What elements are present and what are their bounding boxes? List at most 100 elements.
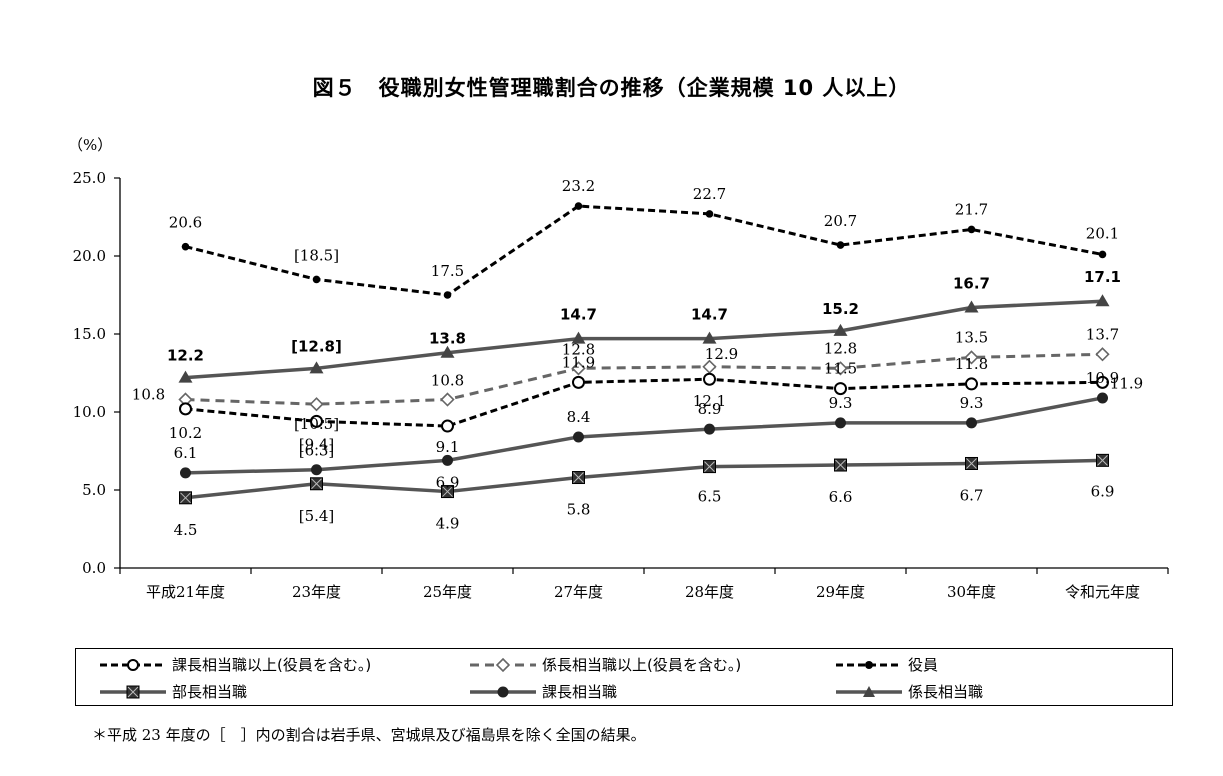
data-label: [5.4] [299,507,335,525]
data-point [178,370,193,383]
legend-item: 係長相当職 [834,681,983,702]
data-label: [12.8] [291,337,342,355]
data-label: 13.5 [955,328,988,346]
legend-label: 部長相当職 [172,683,248,701]
data-label: 8.4 [567,408,591,426]
data-point [571,361,586,376]
data-label: 4.5 [174,521,198,539]
data-label: 9.3 [829,394,853,412]
data-point [440,392,455,407]
data-point [310,414,323,428]
series-line [185,352,1103,406]
data-point-mark [704,461,715,472]
data-label: 6.9 [1091,482,1115,500]
data-label: 6.1 [174,444,198,462]
legend-item: 部長相当職 [98,681,247,702]
data-point [309,361,324,374]
x-tick-label: 平成21年度 [146,583,225,601]
data-point [835,417,846,429]
data-point [705,210,714,218]
data-label: 10.9 [1086,369,1119,387]
data-point [573,431,584,443]
legend-swatch [836,660,902,669]
data-label: 12.2 [167,347,204,365]
data-label: [10.5] [294,415,339,433]
data-label: 11.8 [955,355,988,373]
data-label: [6.3] [299,442,335,460]
y-tick-label: 20.0 [73,247,106,265]
x-tick-label: 30年度 [947,583,996,601]
legend-label: 係長相当職 [908,683,984,701]
data-label: 8.9 [698,400,722,418]
data-point [311,464,322,476]
legend-item: 係長相当職以上(役員を含む。) [468,654,741,675]
footnote: ＊平成 23 年度の［ ］内の割合は岩手県、宮城県及び福島県を除く全国の結果。 [92,726,646,744]
data-label: 11.9 [562,353,595,371]
data-label: 6.5 [698,488,722,506]
data-label: 10.8 [132,386,165,404]
data-point [1096,375,1109,389]
data-label: 12.8 [824,339,857,357]
legend-label: 係長相当職以上(役員を含む。) [542,656,742,674]
data-point-mark [311,478,322,490]
data-label: 6.7 [960,486,984,504]
legend-item: 課長相当職以上(役員を含む。) [98,654,371,675]
data-label: 4.9 [436,515,460,533]
data-label: 21.7 [955,200,988,218]
data-point [312,275,321,284]
data-label: 22.7 [693,185,726,203]
data-point [571,331,586,344]
data-label: 12.9 [705,345,738,363]
x-tick-label: 23年度 [292,583,341,601]
data-point [964,300,979,313]
data-label: 23.2 [562,177,595,195]
legend-swatch [100,685,166,698]
y-axis-label: （%） [68,136,112,154]
x-tick-label: 28年度 [685,583,734,601]
data-label: 9.1 [436,438,460,456]
data-point [181,242,190,251]
data-point [574,202,583,210]
data-label: 11.9 [1110,374,1143,392]
data-labels: 20.6 [18.5] 17.5 23.2 22.7 20.7 21.7 20.1 12.2 [1… [132,177,1143,539]
data-point [834,382,847,396]
y-tick-label: 5.0 [82,481,106,499]
y-tick-label: 0.0 [82,559,106,577]
y-tick-label: 25.0 [73,169,106,187]
data-label: 6.9 [436,473,460,491]
data-point [836,241,845,249]
legend-label: 課長相当職以上(役員を含む。) [172,656,372,674]
y-tick-labels: 0.0 5.0 10.0 15.0 20.0 25.0 [73,169,106,577]
data-label: 6.6 [829,488,853,506]
data-point-mark [573,472,584,483]
data-point-mark [966,458,977,469]
data-label: 13.7 [1086,325,1119,343]
data-label: 20.7 [824,212,857,230]
data-point [967,225,976,234]
data-label: 15.2 [822,300,859,318]
data-point [833,323,848,336]
data-point-mark [835,459,846,471]
data-point [1098,250,1107,259]
data-label: [9.4] [299,435,335,453]
axes [114,177,1169,574]
data-label: 12.1 [693,392,726,410]
legend-swatch [836,685,902,697]
x-tick-label: 25年度 [423,583,472,601]
data-point [179,402,192,416]
legend-swatch [470,686,536,697]
data-label: 14.7 [560,306,597,324]
y-tick-label: 15.0 [73,325,106,343]
data-point [833,361,848,376]
data-point [964,350,979,365]
data-label: 12.8 [562,340,595,358]
data-label: 5.8 [567,501,591,519]
data-point [309,397,324,412]
series-line [185,204,1103,297]
data-point [703,372,716,386]
data-label: [18.5] [294,246,339,264]
data-point [704,423,715,435]
data-label: 13.8 [429,330,466,348]
series-line [185,299,1103,380]
data-point [966,417,977,429]
